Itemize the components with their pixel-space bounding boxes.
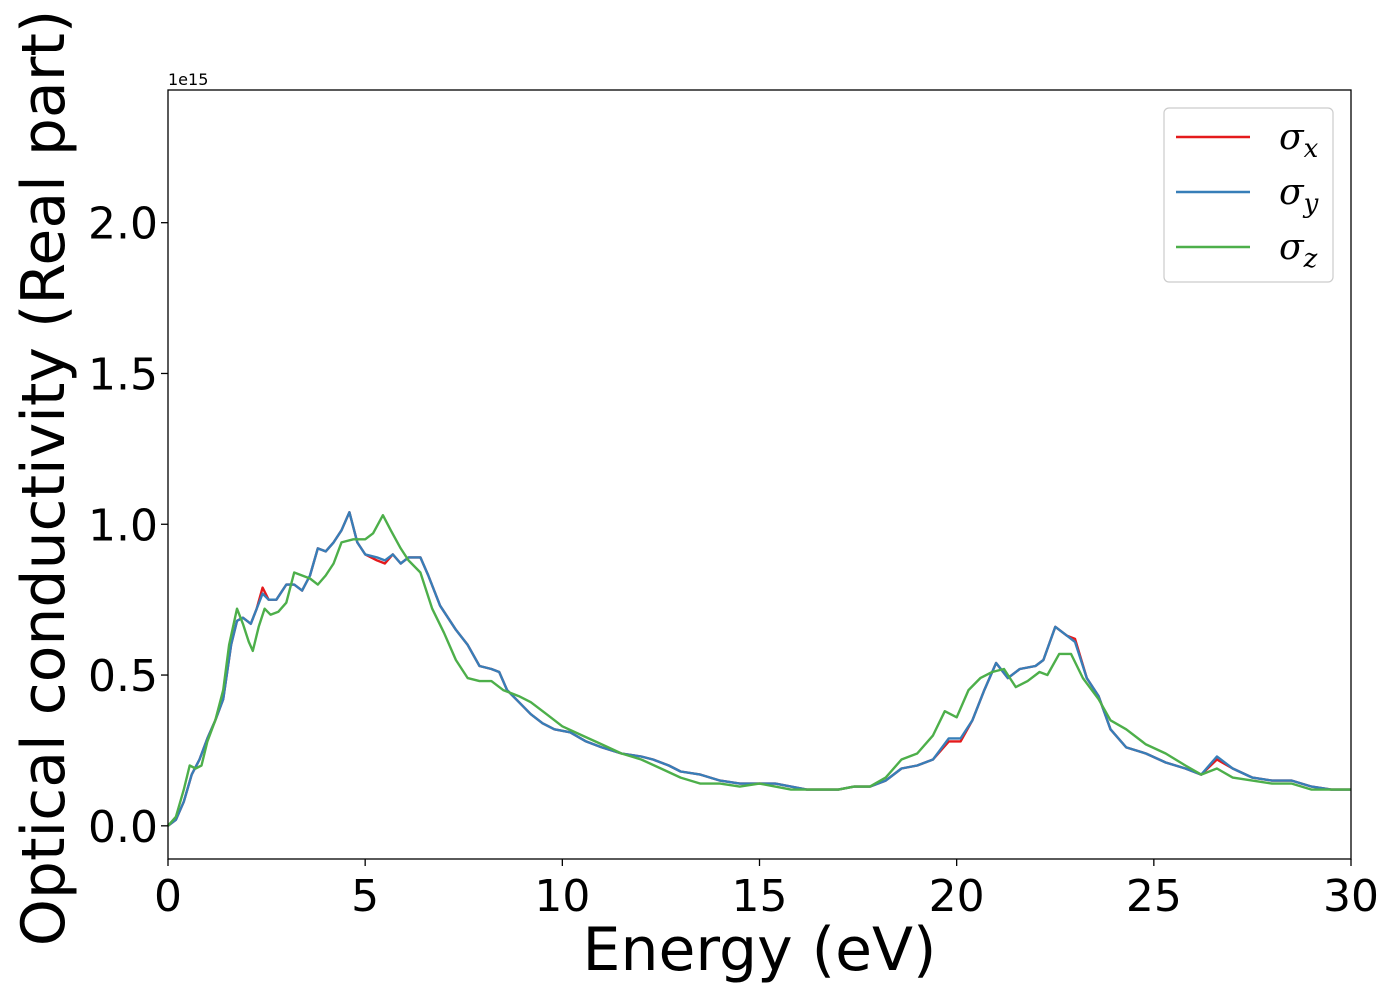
series-line-z [167,514,1351,827]
series-line-x [167,511,1351,827]
x-axis-title: Energy (eV) [583,915,937,985]
legend-items: σx σy σz [1176,117,1319,274]
x-tick-label: 25 [1126,871,1182,922]
legend-frame [1163,107,1334,283]
x-tick-label: 30 [1323,871,1379,922]
legend-label-z: σz [1279,227,1318,274]
legend-label-y: σy [1279,172,1319,219]
y-tick-label: 0.0 [88,802,158,853]
series-layer [167,511,1351,827]
y-tick-label: 1.5 [88,349,158,400]
legend: σx σy σz [1163,107,1334,283]
x-tick-label: 20 [929,871,985,922]
y-axis: 0.0 0.5 1.0 1.5 2.0 [88,199,168,853]
x-tick-label: 0 [154,871,182,922]
y-tick-label: 2.0 [88,199,158,250]
legend-label-x: σx [1279,117,1319,164]
series-line-y [167,511,1351,827]
y-offset-label: 1e15 [168,70,208,89]
x-axis: 0 5 10 15 20 25 30 [154,859,1379,922]
x-tick-label: 10 [534,871,590,922]
y-axis-title: Optical conductivity (Real part) [9,10,79,947]
x-tick-label: 5 [351,871,379,922]
x-tick-label: 15 [732,871,788,922]
y-tick-label: 1.0 [88,500,158,551]
y-tick-label: 0.5 [88,651,158,702]
